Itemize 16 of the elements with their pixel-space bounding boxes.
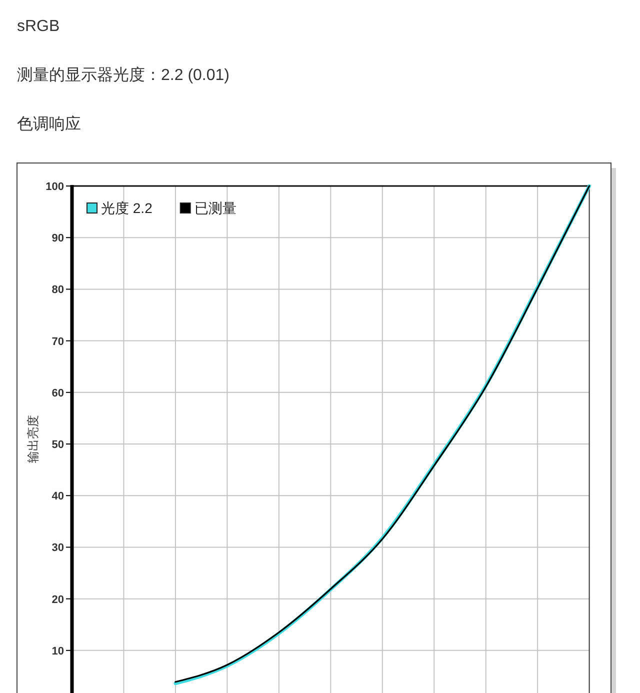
y-tick-label: 90 — [52, 232, 64, 245]
y-tick-label: 10 — [52, 645, 64, 658]
y-tick-label: 40 — [52, 490, 64, 503]
y-tick-label: 20 — [52, 594, 64, 606]
y-tick-label: 80 — [52, 284, 64, 296]
y-tick-label: 100 — [46, 181, 64, 193]
y-tick-label: 30 — [52, 542, 64, 554]
legend-label: 光度 2.2 — [101, 200, 153, 216]
y-tick-label: 60 — [52, 387, 64, 400]
y-axis-title: 输出亮度 — [26, 414, 40, 463]
text: sRGB — [17, 18, 60, 35]
chart-title: 色调响应 — [17, 115, 81, 133]
y-tick-label: 70 — [52, 336, 64, 348]
legend-label: 已测量 — [194, 200, 236, 216]
y-tick-label: 50 — [52, 439, 64, 452]
text: 测量的显示器光度：2.2 (0.01) — [17, 66, 230, 84]
